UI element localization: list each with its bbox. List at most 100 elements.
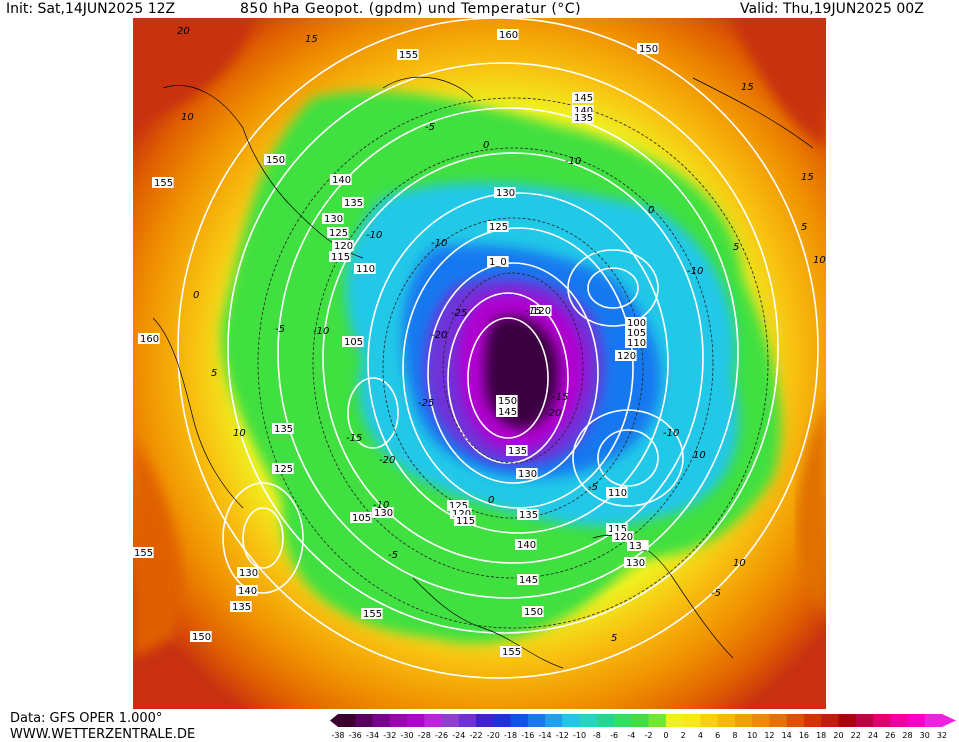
geopotential-label: 105	[344, 337, 363, 348]
geopotential-label-bg	[350, 512, 372, 523]
geopotential-label: 13_	[629, 541, 648, 552]
geopotential-label: 130	[239, 568, 258, 579]
temperature-label: 15	[801, 172, 814, 183]
color-swatch	[890, 714, 908, 727]
temperature-label: -5	[588, 482, 598, 493]
temperature-label: -10	[313, 326, 329, 337]
geopotential-label-bg	[517, 574, 539, 585]
color-swatch	[596, 714, 615, 727]
scale-tick-label: -2	[645, 731, 653, 740]
color-swatch	[786, 714, 805, 727]
geopotential-label-bg	[522, 606, 544, 617]
geopotential-label-bg	[272, 463, 294, 474]
geopotential-label-bg	[606, 523, 628, 534]
geopotential-label-bg	[447, 500, 469, 511]
color-swatch	[372, 714, 391, 727]
color-swatch	[510, 714, 529, 727]
geopotential-label: 115	[608, 524, 627, 535]
temperature-label: -10	[373, 500, 389, 511]
temperature-label: 15	[305, 34, 318, 45]
geopotential-label-bg	[625, 327, 647, 338]
geopotential-label-bg	[454, 515, 476, 526]
temperature-label: 5	[801, 222, 807, 233]
color-swatch	[769, 714, 788, 727]
geopotential-label-bg	[354, 263, 376, 274]
geopotential-label: 160	[140, 334, 159, 345]
temperature-label: -10	[663, 428, 679, 439]
scale-arrow-right	[942, 714, 956, 727]
scale-tick-label: -22	[470, 731, 483, 740]
temperature-contours	[257, 97, 769, 629]
geopotential-label: 135	[344, 198, 363, 209]
geopotential-label: 125	[274, 464, 293, 475]
geopotential-label-bg	[497, 29, 519, 40]
geopotential-label: 130	[324, 214, 343, 225]
scale-tick-label: -4	[627, 731, 635, 740]
geopotential-label-bg	[516, 468, 538, 479]
temperature-label: 5	[733, 242, 739, 253]
geopotential-label: 130	[496, 188, 515, 199]
color-swatch	[424, 714, 443, 727]
temperature-label: 0	[648, 205, 654, 216]
temperature-label: -10	[565, 156, 581, 167]
geopotential-label-bg	[450, 508, 472, 519]
scale-tick-label: 16	[799, 731, 809, 740]
geopotential-label: 125	[329, 228, 348, 239]
geopotential-label-bg	[572, 112, 594, 123]
chart-title: 850 hPa Geopot. (gpdm) und Temperatur (°…	[240, 1, 582, 17]
scale-tick-label: -36	[349, 731, 362, 740]
scale-tick-label: 12	[764, 731, 774, 740]
geopotential-label-bg	[487, 221, 509, 232]
scale-tick-label: 30	[920, 731, 930, 740]
scale-tick-label: -32	[383, 731, 396, 740]
geopotential-label-bg	[342, 336, 364, 347]
color-swatch	[527, 714, 546, 727]
temperature-label: 10	[233, 428, 246, 439]
geopotential-label-bg	[625, 317, 647, 328]
scale-tick-label: 22	[851, 731, 861, 740]
scale-arrow-left	[330, 714, 338, 727]
scale-tick-label: 26	[885, 731, 895, 740]
geopotential-label: 145	[519, 575, 538, 586]
scale-tick-label: -34	[366, 731, 379, 740]
geopotential-label: 150	[498, 396, 517, 407]
scale-tick-label: -8	[593, 731, 601, 740]
valid-time-label: Valid: Thu,19JUN2025 00Z	[740, 1, 924, 17]
geopotential-label-bg	[487, 256, 509, 267]
geopotential-label-bg	[152, 177, 174, 188]
geopotential-label-bg	[517, 509, 539, 520]
temperature-label: -5	[275, 324, 285, 335]
color-swatch	[700, 714, 719, 727]
color-swatch	[752, 714, 770, 727]
color-swatch	[907, 714, 926, 727]
color-swatch	[614, 714, 632, 727]
geopotential-label-bg	[237, 567, 259, 578]
temperature-label: -10	[431, 238, 447, 249]
geopotential-label: 130	[374, 508, 393, 519]
geopotential-label: 160	[499, 30, 518, 41]
geopotential-label: 120	[334, 241, 353, 252]
geopotential-label-bg	[496, 406, 518, 417]
scale-tick-label: 6	[715, 731, 720, 740]
temperature-label: -20	[431, 330, 447, 341]
color-swatch	[855, 714, 874, 727]
geopotential-label: 120	[452, 509, 471, 520]
scale-tick-label: 4	[698, 731, 703, 740]
color-swatch	[734, 714, 753, 727]
color-swatch	[476, 714, 494, 727]
geopotential-label: 120	[532, 306, 551, 317]
geopotential-label: 145	[498, 407, 517, 418]
scale-tick-label: 18	[816, 731, 826, 740]
color-swatch	[803, 714, 822, 727]
geopotential-label-bg	[361, 608, 383, 619]
website-label: WWW.WETTERZENTRALE.DE	[10, 727, 196, 742]
scale-tick-label: 10	[747, 731, 757, 740]
geopotential-label-bg	[530, 305, 552, 316]
geopotential-label: 120	[614, 532, 633, 543]
temperature-label: 20	[177, 26, 190, 37]
geopotential-label: 110	[608, 488, 627, 499]
geopotential-label: 150	[192, 632, 211, 643]
init-time-label: Init: Sat,14JUN2025 12Z	[6, 1, 176, 17]
temperature-label: -25	[451, 308, 467, 319]
